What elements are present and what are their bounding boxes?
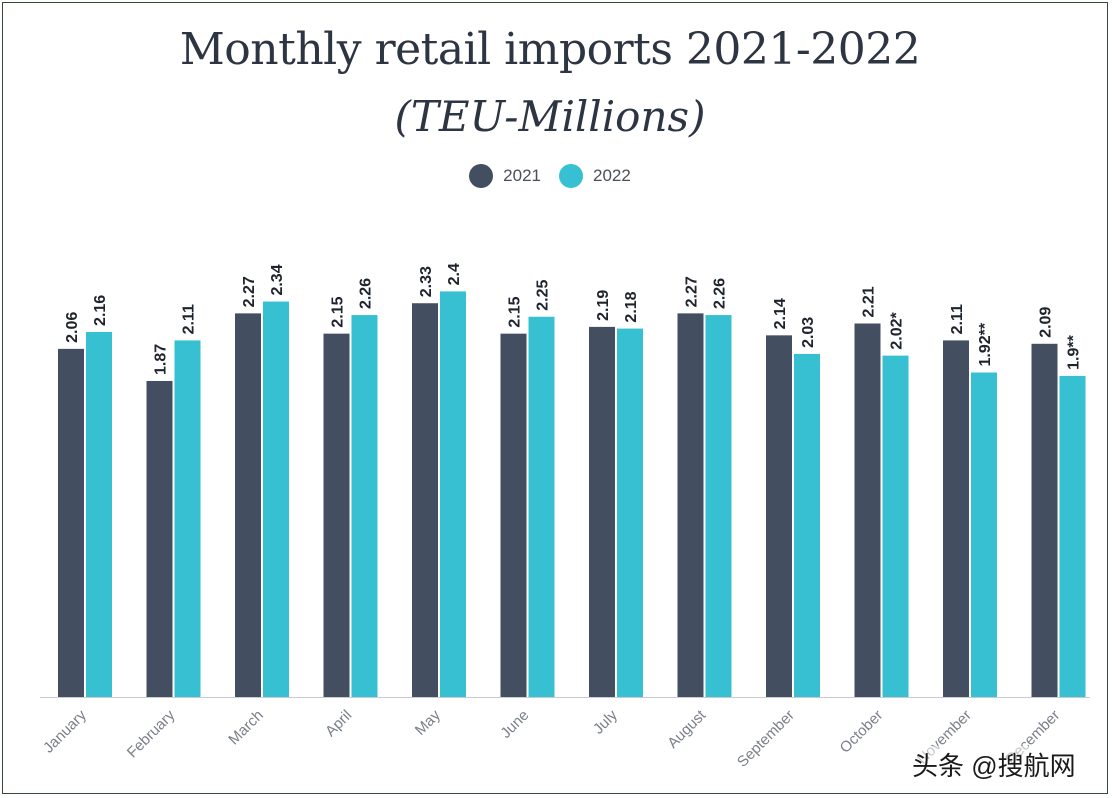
bar-2022-march[interactable] bbox=[263, 301, 289, 697]
bar-2022-april[interactable] bbox=[351, 315, 378, 697]
x-tick-label-january: January bbox=[40, 706, 90, 756]
data-label-2021-december: 2.09 bbox=[1038, 307, 1055, 338]
data-label-2022-may: 2.4 bbox=[446, 263, 463, 285]
bar-2022-january[interactable] bbox=[86, 331, 112, 697]
x-tick-label-august: August bbox=[664, 706, 710, 752]
bar-2021-may[interactable] bbox=[412, 303, 438, 697]
data-label-2021-february: 1.87 bbox=[153, 344, 170, 375]
bar-2021-february[interactable] bbox=[146, 380, 173, 697]
bar-2022-february[interactable] bbox=[174, 340, 201, 697]
bar-2022-july[interactable] bbox=[617, 328, 643, 697]
x-tick-label-september: September bbox=[734, 707, 798, 771]
data-label-2021-july: 2.19 bbox=[595, 290, 612, 321]
data-label-2022-september: 2.03 bbox=[800, 317, 817, 348]
bar-2021-august[interactable] bbox=[677, 313, 704, 697]
data-label-2022-january: 2.16 bbox=[92, 295, 109, 326]
bar-2021-december[interactable] bbox=[1031, 343, 1058, 697]
legend-label-2022: 2022 bbox=[593, 166, 631, 185]
data-label-2022-july: 2.18 bbox=[623, 291, 640, 322]
data-label-2022-march: 2.34 bbox=[269, 264, 286, 295]
bar-2021-june[interactable] bbox=[500, 333, 527, 697]
legend-item-2022[interactable]: 2022 bbox=[559, 164, 631, 188]
data-label-2021-january: 2.06 bbox=[64, 312, 81, 343]
legend-swatch-2022 bbox=[559, 164, 583, 188]
data-label-2022-august: 2.26 bbox=[712, 278, 729, 309]
data-label-2022-april: 2.26 bbox=[358, 278, 375, 309]
bar-2021-september[interactable] bbox=[766, 335, 792, 697]
x-tick-label-march: March bbox=[225, 707, 266, 748]
data-label-2022-february: 2.11 bbox=[181, 304, 198, 334]
data-label-2021-april: 2.15 bbox=[330, 296, 347, 327]
data-label-2021-august: 2.27 bbox=[684, 276, 701, 307]
bar-2021-march[interactable] bbox=[235, 313, 261, 697]
data-label-2021-march: 2.27 bbox=[241, 276, 258, 307]
data-label-2021-november: 2.11 bbox=[949, 304, 966, 334]
watermark: 头条 @搜航网 bbox=[908, 746, 1080, 783]
bar-2021-october[interactable] bbox=[854, 323, 881, 697]
legend-item-2021[interactable]: 2021 bbox=[469, 164, 541, 188]
x-tick-label-february: February bbox=[124, 706, 179, 761]
bar-2022-september[interactable] bbox=[794, 353, 820, 697]
data-label-2022-november: 1.92** bbox=[977, 322, 994, 366]
bar-2022-october[interactable] bbox=[882, 355, 909, 697]
x-tick-label-october: October bbox=[837, 707, 887, 757]
data-label-2021-may: 2.33 bbox=[418, 266, 435, 297]
data-label-2021-june: 2.15 bbox=[507, 296, 524, 327]
chart-subtitle: (TEU-Millions) bbox=[394, 92, 706, 141]
bar-2022-june[interactable] bbox=[528, 316, 555, 697]
legend-swatch-2021 bbox=[469, 164, 494, 188]
bar-2022-may[interactable] bbox=[440, 291, 466, 697]
bar-2021-november[interactable] bbox=[943, 340, 969, 697]
bar-2021-july[interactable] bbox=[589, 326, 615, 697]
legend-label-2021: 2021 bbox=[503, 166, 541, 185]
bar-2021-april[interactable] bbox=[323, 333, 350, 697]
x-tick-label-june: June bbox=[497, 707, 532, 742]
legend: 2021 2022 bbox=[0, 164, 1100, 188]
x-tick-label-april: April bbox=[322, 707, 355, 740]
bar-2022-november[interactable] bbox=[971, 372, 997, 697]
data-label-2021-september: 2.14 bbox=[772, 298, 789, 329]
data-label-2021-october: 2.21 bbox=[861, 286, 878, 317]
x-tick-label-may: May bbox=[412, 706, 444, 738]
x-tick-label-july: July bbox=[590, 706, 621, 737]
data-label-2022-december: 1.9** bbox=[1066, 334, 1083, 369]
data-label-2022-june: 2.25 bbox=[535, 280, 552, 311]
chart-title: Monthly retail imports 2021-2022 bbox=[179, 24, 921, 75]
data-label-2022-october: 2.02* bbox=[889, 311, 906, 349]
bar-2022-august[interactable] bbox=[705, 315, 732, 697]
bar-2021-january[interactable] bbox=[58, 348, 84, 697]
bar-2022-december[interactable] bbox=[1059, 375, 1086, 697]
